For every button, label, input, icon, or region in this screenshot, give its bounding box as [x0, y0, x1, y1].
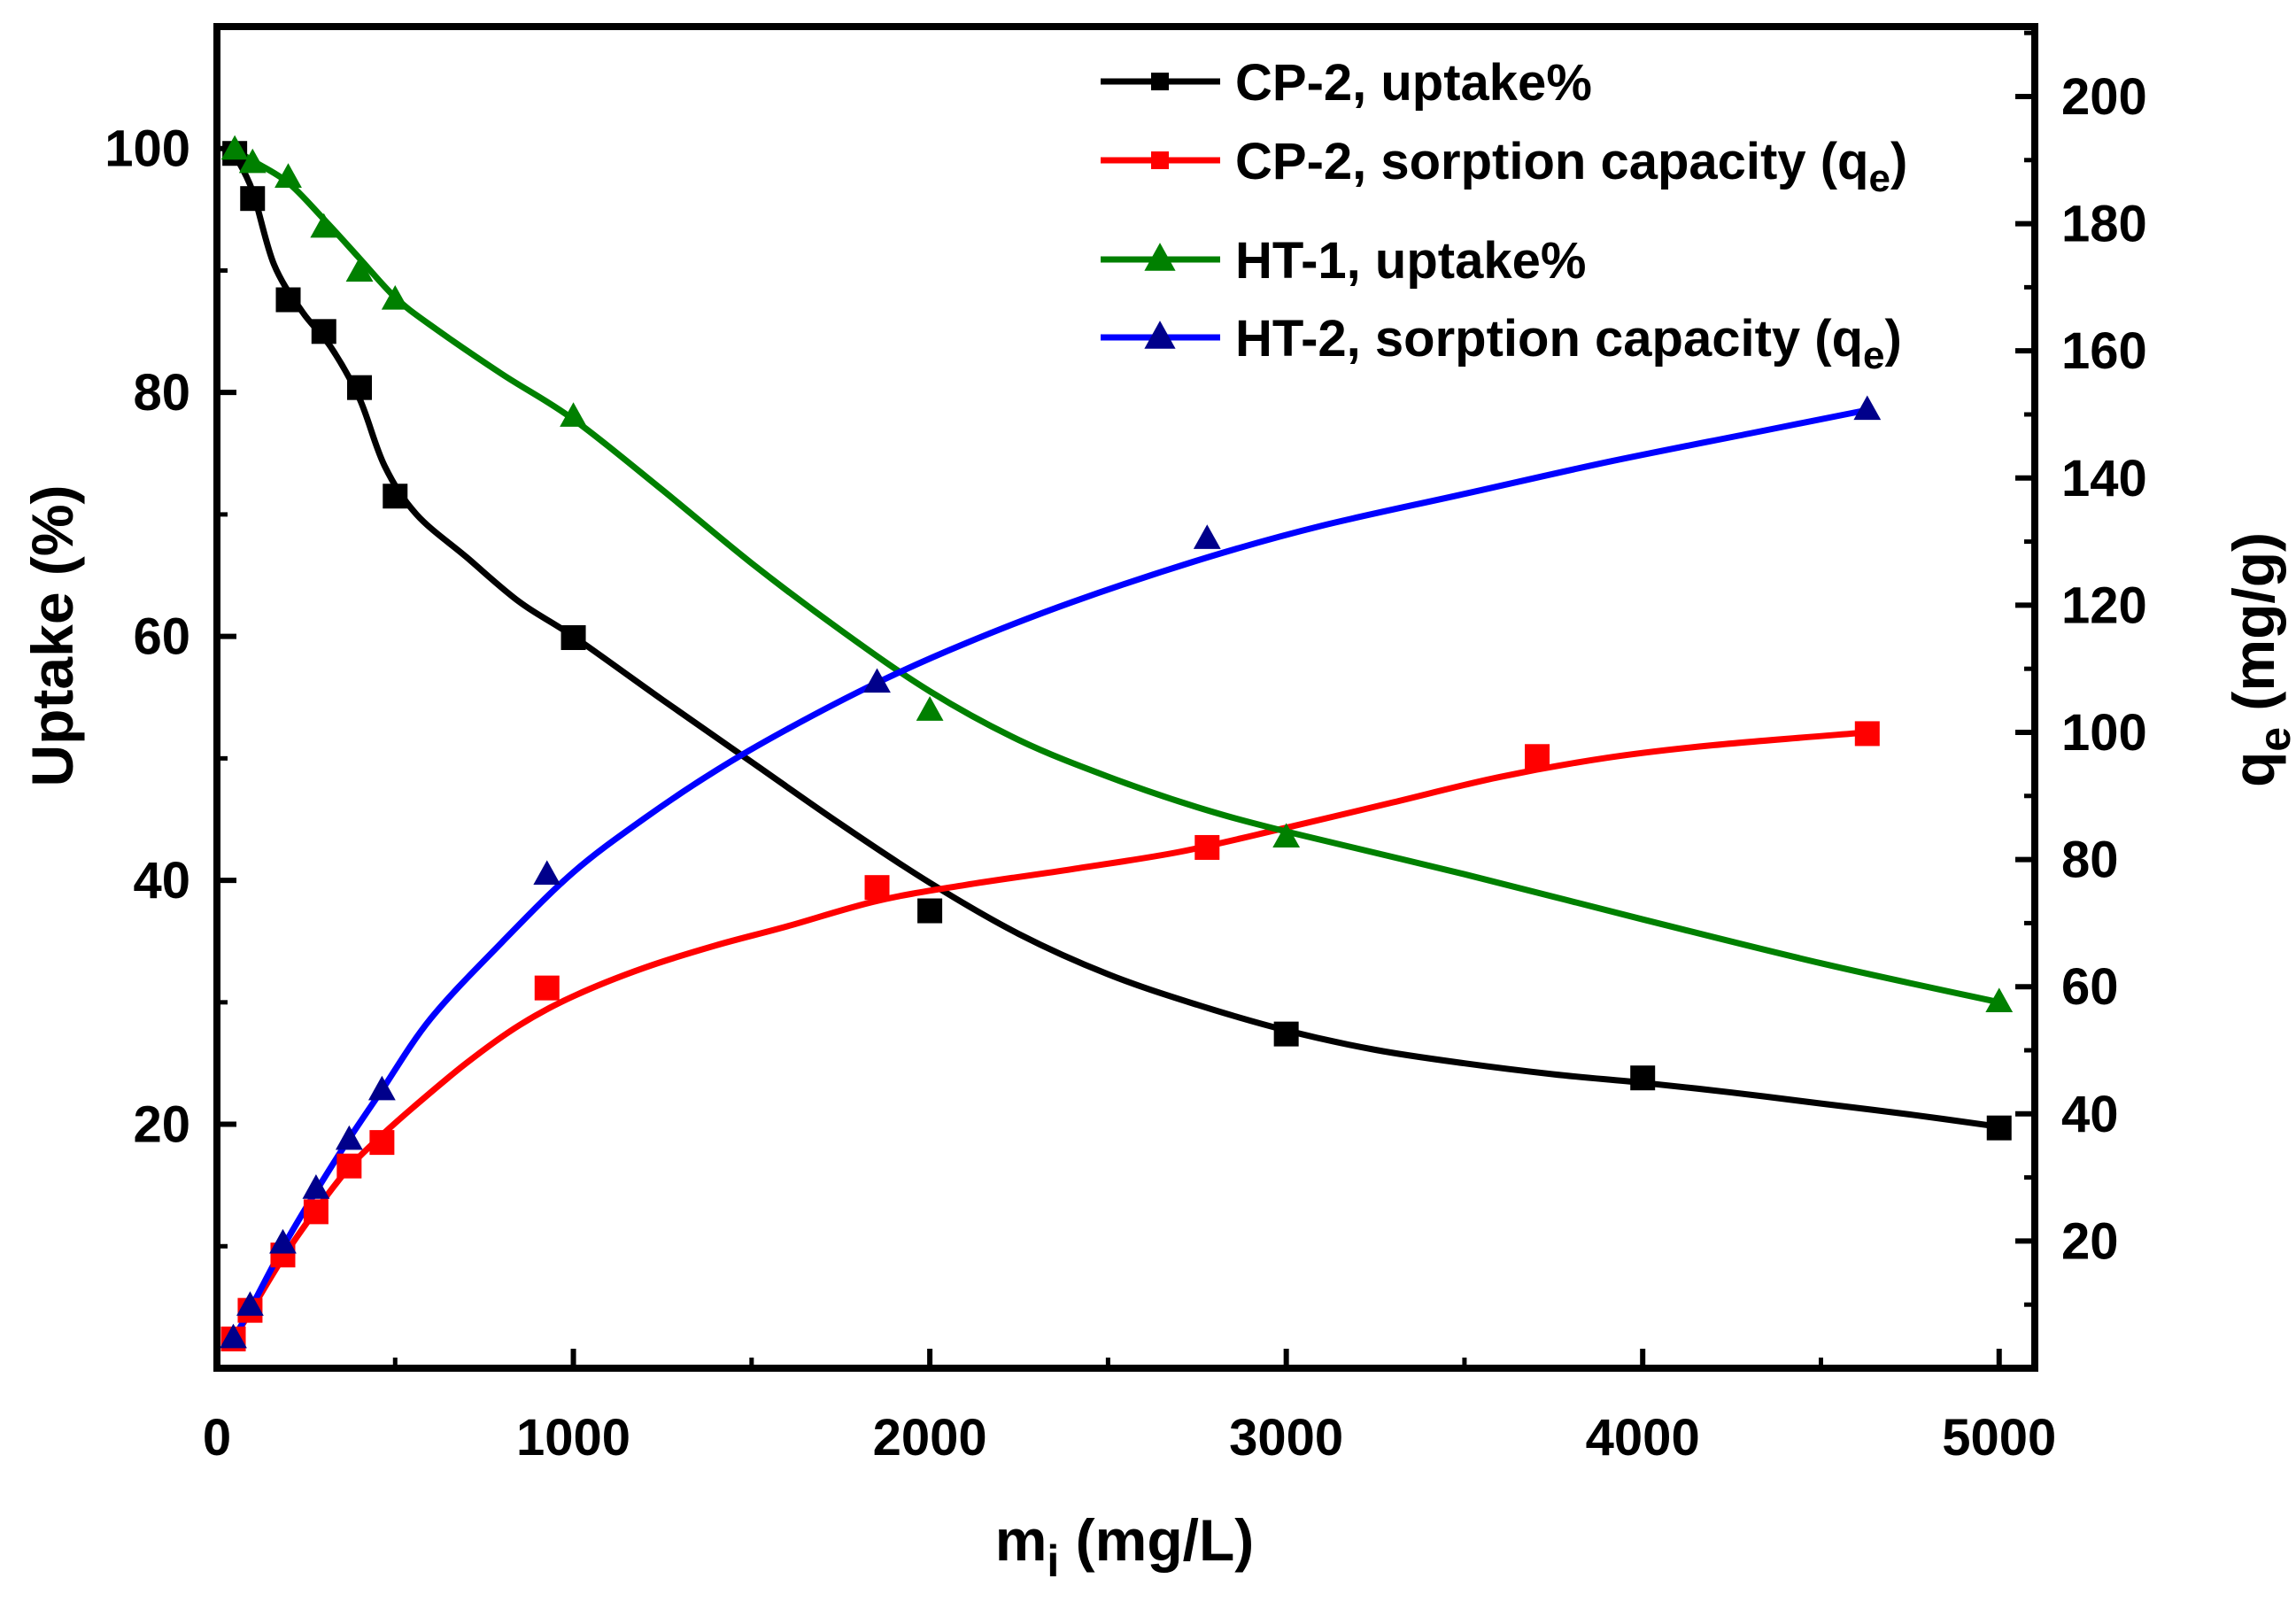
legend-suffix-sub: e [1868, 157, 1890, 200]
legend-suffix-open: (q [1814, 310, 1863, 368]
y-left-tick-label: 20 [133, 1096, 190, 1154]
x-tick-label: 3000 [1229, 1409, 1343, 1467]
x-tick-label: 0 [203, 1409, 231, 1467]
point-ht-1-uptake [345, 257, 374, 282]
point-ht-1-uptake [220, 135, 249, 160]
x-tick-label: 5000 [1942, 1409, 2056, 1467]
point-ht-1-uptake [1985, 987, 2014, 1012]
point-cp-2-sorption-capacity-qe [534, 975, 560, 1001]
y-right-axis-title-main: q [2221, 752, 2286, 787]
y-right-tick-label: 180 [2061, 196, 2147, 253]
y-right-tick-label: 160 [2061, 322, 2147, 380]
point-cp-2-sorption-capacity-qe [303, 1199, 329, 1225]
point-cp-2-uptake [347, 375, 373, 400]
y-right-tick-label: 200 [2061, 68, 2147, 126]
legend-label-text: CP-2, sorption capacity [1235, 133, 1821, 190]
legend-label-cp-2-sorption-capacity-qe: CP-2, sorption capacity (qe) [1235, 133, 1907, 200]
y-right-tick-label: 140 [2061, 450, 2147, 507]
point-cp-2-sorption-capacity-qe [1525, 744, 1550, 770]
axis-tick-labels: 0 1000 2000 3000 4000 5000 20 40 60 80 100 20 40 60 80… [104, 68, 2147, 1467]
plot-frame [213, 23, 2038, 1372]
y-left-tick-label: 60 [133, 608, 190, 666]
point-cp-2-uptake [383, 484, 408, 509]
y-right-tick-label: 40 [2061, 1086, 2119, 1143]
point-cp-2-uptake [1273, 1021, 1299, 1047]
point-ht-2-sorption-capacity-qe [302, 1174, 330, 1199]
point-ht-1-uptake [274, 163, 302, 188]
x-axis-title-rest: (mg/L) [1059, 1507, 1254, 1573]
y-right-axis-title-sub: e [2250, 727, 2296, 752]
curve-cp-2-uptake [231, 151, 2003, 1130]
legend-label-text: CP-2, uptake% [1235, 54, 1592, 112]
point-cp-2-sorption-capacity-qe [336, 1153, 362, 1179]
legend-label-text: HT-2, sorption capacity [1235, 310, 1814, 368]
point-ht-1-uptake [916, 696, 944, 721]
series-markers [220, 135, 2014, 1351]
y-left-tick-label: 80 [133, 364, 190, 422]
legend-suffix-close: ) [1885, 310, 1902, 368]
point-cp-2-uptake [275, 287, 301, 313]
point-cp-2-uptake [1630, 1065, 1656, 1091]
y-right-tick-label: 60 [2061, 958, 2119, 1016]
legend-marker-cp-2-uptake [1151, 73, 1169, 90]
legend-suffix-close: ) [1890, 133, 1907, 190]
point-ht-2-sorption-capacity-qe [220, 1323, 247, 1349]
point-cp-2-sorption-capacity-qe [369, 1130, 395, 1156]
point-cp-2-uptake [311, 319, 336, 344]
x-tick-label: 2000 [873, 1409, 987, 1467]
point-ht-2-sorption-capacity-qe [335, 1125, 363, 1150]
point-ht-2-sorption-capacity-qe [863, 668, 891, 693]
point-cp-2-sorption-capacity-qe [1194, 834, 1220, 860]
point-ht-1-uptake [1272, 823, 1301, 848]
point-ht-2-sorption-capacity-qe [1193, 524, 1221, 549]
point-ht-1-uptake [381, 285, 409, 310]
point-ht-2-sorption-capacity-qe [269, 1228, 297, 1254]
legend-marker-ht-1-uptake [1144, 243, 1176, 271]
y-left-tick-label: 40 [133, 852, 190, 909]
y-right-tick-label: 120 [2061, 577, 2147, 634]
point-ht-2-sorption-capacity-qe [236, 1291, 264, 1316]
point-ht-1-uptake [238, 148, 267, 174]
point-cp-2-uptake [1986, 1115, 2012, 1141]
y-left-axis-title: Uptake (%) [19, 484, 85, 786]
point-cp-2-uptake [560, 625, 586, 651]
y-right-tick-label: 100 [2061, 704, 2147, 762]
point-ht-1-uptake [560, 402, 587, 427]
legend-label-ht-2-sorption-capacity-qe: HT-2, sorption capacity (qe) [1235, 310, 1902, 377]
legend-suffix-sub: e [1863, 334, 1884, 377]
point-ht-2-sorption-capacity-qe [1853, 395, 1882, 421]
legend-label-text: HT-1, uptake% [1235, 232, 1586, 290]
axis-ticks [214, 30, 2035, 1368]
point-cp-2-uptake [917, 898, 943, 924]
point-cp-2-sorption-capacity-qe [1854, 721, 1880, 747]
y-right-tick-label: 80 [2061, 832, 2119, 889]
point-ht-1-uptake [310, 213, 338, 238]
curve-ht-1-uptake [231, 146, 2003, 1006]
legend-label-cp-2-uptake: CP-2, uptake% [1235, 54, 1592, 112]
curve-cp-2-sorption-capacity-qe [230, 729, 1871, 1343]
x-axis-title-sub: i [1047, 1536, 1059, 1586]
legend-suffix-open: (q [1821, 133, 1869, 190]
y-right-axis-title: qe (mg/g) [2221, 532, 2296, 787]
point-ht-2-sorption-capacity-qe [533, 860, 561, 885]
x-tick-label: 4000 [1586, 1409, 1700, 1467]
point-ht-2-sorption-capacity-qe [367, 1075, 396, 1101]
y-right-tick-label: 20 [2061, 1212, 2119, 1270]
point-cp-2-sorption-capacity-qe [864, 875, 890, 901]
y-left-tick-label: 100 [104, 120, 190, 178]
legend-marker-cp-2-sorption-capacity-qe [1151, 151, 1169, 169]
point-cp-2-uptake [240, 186, 266, 212]
x-axis-title-main: m [995, 1507, 1048, 1573]
legend-label-ht-1-uptake: HT-1, uptake% [1235, 232, 1586, 290]
y-right-axis-title-rest: (mg/g) [2221, 532, 2286, 727]
x-tick-label: 1000 [516, 1409, 630, 1467]
axis-titles: mi (mg/L) Uptake (%) qe (mg/g) [19, 484, 2296, 1586]
legend-marker-ht-2-sorption-capacity-qe [1144, 321, 1176, 349]
legend: CP-2, uptake%CP-2, sorption capacity (qe… [1101, 54, 1907, 377]
x-axis-title: mi (mg/L) [995, 1507, 1255, 1586]
